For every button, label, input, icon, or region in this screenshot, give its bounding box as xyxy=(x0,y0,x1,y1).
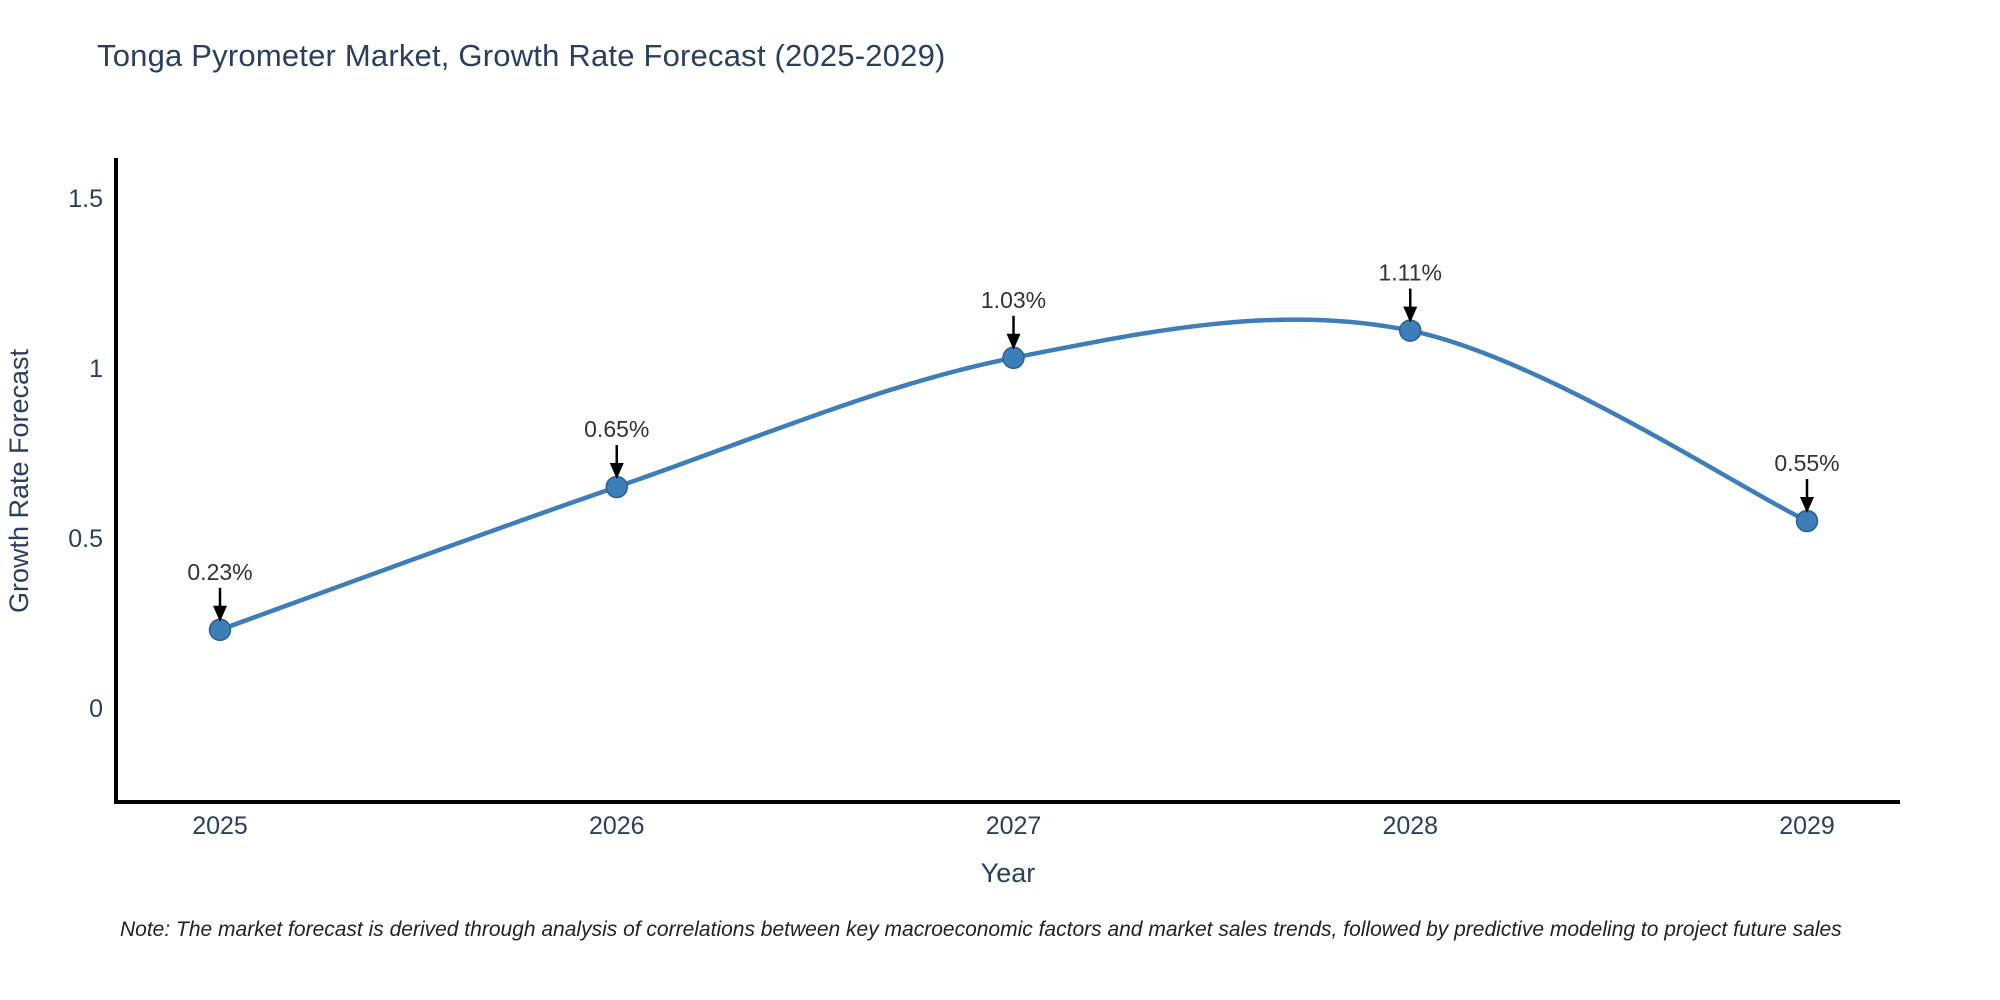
annotation-arrow-head xyxy=(1800,497,1814,513)
y-tick-label: 1.5 xyxy=(68,185,103,213)
y-tick-label: 0.5 xyxy=(68,525,103,553)
tick-labels: 0 0.5 1 1.5 2025 2026 2027 2028 2029 xyxy=(68,185,1835,840)
point-value-label: 1.11% xyxy=(1378,260,1442,286)
footnote: Note: The market forecast is derived thr… xyxy=(120,918,1842,941)
annotations: 0.23% 0.65% 1.03% 1.11% 0.55% xyxy=(187,260,1840,622)
data-point-2026 xyxy=(605,475,628,499)
data-point-2028 xyxy=(1399,319,1422,342)
y-tick-label: 1 xyxy=(89,355,103,383)
x-tick-label: 2027 xyxy=(986,812,1042,840)
y-tick-label: 0 xyxy=(89,695,103,723)
annotation-arrow-head xyxy=(213,605,227,622)
data-point-2025 xyxy=(208,618,232,642)
annotation-arrow-head xyxy=(1006,333,1021,350)
point-value-label: 0.23% xyxy=(187,559,252,585)
point-value-label: 1.03% xyxy=(981,287,1046,313)
x-tick-label: 2028 xyxy=(1382,812,1438,840)
point-value-label: 0.65% xyxy=(584,416,649,442)
x-tick-label: 2029 xyxy=(1779,812,1835,840)
point-value-label: 0.55% xyxy=(1774,450,1839,476)
x-axis-title: Year xyxy=(981,858,1036,888)
chart-title: Tonga Pyrometer Market, Growth Rate Fore… xyxy=(97,38,946,73)
x-tick-label: 2025 xyxy=(192,812,248,840)
annotation-arrow-head xyxy=(609,463,624,479)
data-point-2029 xyxy=(1795,509,1819,533)
y-axis-title: Growth Rate Forecast xyxy=(4,348,34,613)
data-point-2027 xyxy=(1002,346,1025,370)
annotation-arrow-head xyxy=(1403,306,1418,323)
x-tick-label: 2026 xyxy=(589,812,645,840)
data-series xyxy=(208,317,1819,642)
